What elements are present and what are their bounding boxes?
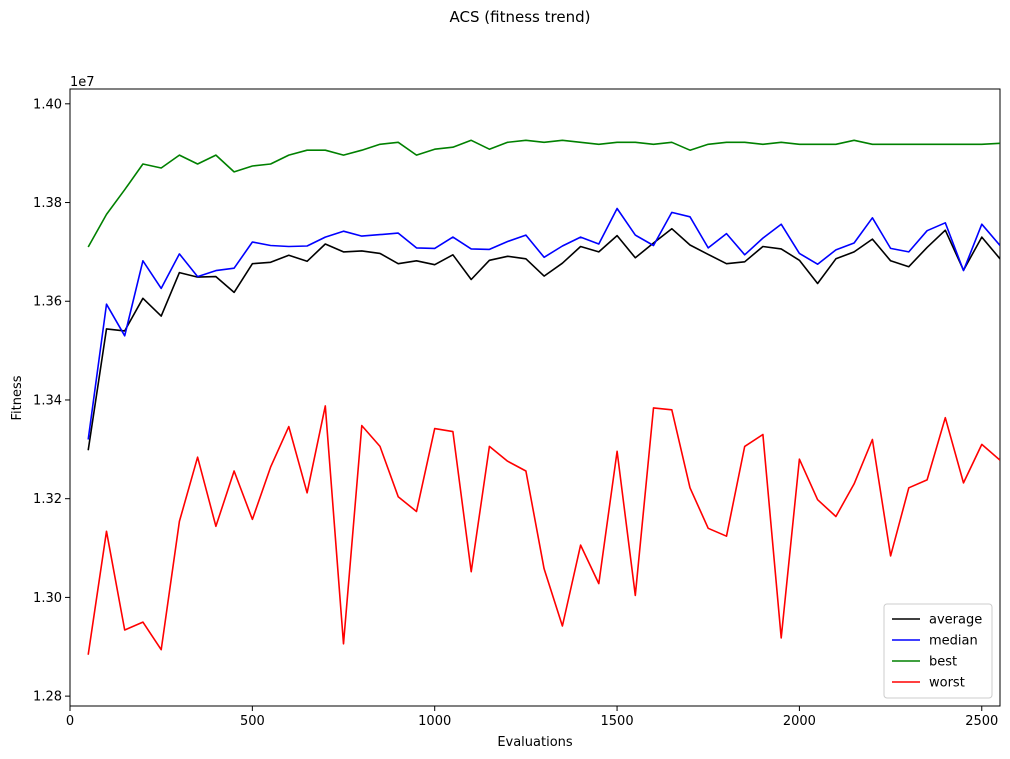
x-axis-label: Evaluations [497, 735, 573, 750]
y-tick-label: 1.30 [33, 591, 62, 606]
x-tick-label: 500 [240, 714, 265, 729]
x-tick-label: 1000 [418, 714, 451, 729]
y-tick-label: 1.32 [33, 492, 62, 507]
y-tick-label: 1.28 [33, 690, 62, 705]
series-line-average [87, 227, 1000, 451]
x-tick-label: 0 [66, 714, 74, 729]
plot-area-frame [69, 88, 1001, 707]
chart-title: ACS (fitness trend) [450, 8, 591, 26]
series-line-best [87, 139, 1000, 248]
x-tick-label: 2500 [965, 714, 998, 729]
x-tick-label: 2000 [783, 714, 816, 729]
y-tick-label: 1.34 [33, 393, 62, 408]
y-axis-ticks: 1.28 1.30 1.32 1.34 1.36 1.38 1.40 [33, 97, 70, 705]
legend-label: best [929, 655, 957, 670]
y-tick-label: 1.38 [33, 196, 62, 211]
legend-box [883, 603, 993, 699]
y-offset-label: 1e7 [70, 75, 95, 90]
series-line-worst [87, 405, 1000, 655]
legend-label: median [929, 634, 978, 649]
legend-label: average [929, 613, 982, 628]
legend-label: worst [929, 676, 965, 691]
y-tick-label: 1.40 [33, 97, 62, 112]
y-axis-label: Fitness [10, 375, 25, 420]
series-lines [87, 139, 1000, 655]
series-line-median [87, 207, 1000, 440]
x-axis-ticks: 0 500 1000 1500 2000 2500 [66, 706, 998, 729]
x-tick-label: 1500 [601, 714, 634, 729]
legend: average median best worst [883, 603, 993, 699]
y-tick-label: 1.36 [33, 295, 62, 310]
